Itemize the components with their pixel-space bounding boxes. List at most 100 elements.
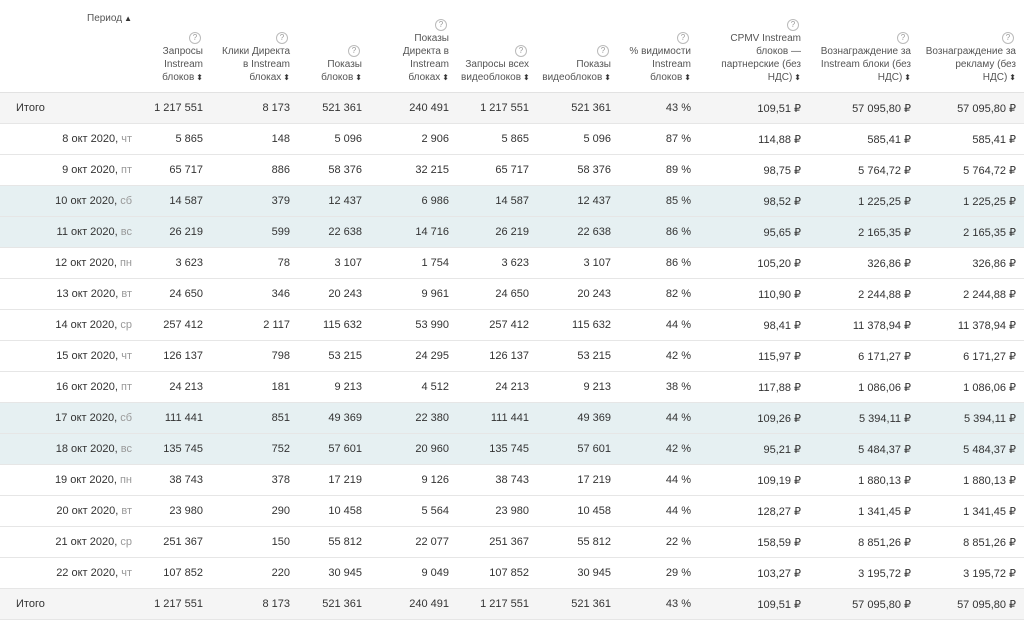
- table-cell: 1 880,13 ₽: [809, 464, 919, 496]
- table-cell: 65 717: [140, 154, 211, 186]
- help-icon[interactable]: ?: [1002, 32, 1014, 44]
- cell-value: 5 096: [583, 133, 611, 145]
- column-header-shows_direct[interactable]: ? Показы Директа в Instream блоках ⬍: [370, 0, 457, 93]
- cell-value: 58 376: [328, 164, 362, 176]
- help-icon[interactable]: ?: [348, 45, 360, 57]
- cell-value: 1 217 551: [480, 598, 529, 610]
- cell-value: 5 394,11: [858, 412, 901, 425]
- cell-value: 111 441: [490, 412, 529, 424]
- table-cell: 2 244,88 ₽: [919, 278, 1024, 310]
- help-icon[interactable]: ?: [435, 19, 447, 31]
- table-cell: 2 906: [370, 123, 457, 155]
- sort-icon[interactable]: ⬍: [1009, 73, 1016, 82]
- cell-value: 95,21: [763, 443, 791, 456]
- column-header-label: Вознаграждение за Instream блоки (без НД…: [820, 46, 911, 83]
- column-header-reward_instream[interactable]: ? Вознаграждение за Instream блоки (без Н…: [809, 0, 919, 93]
- currency-sign: ₽: [794, 567, 801, 580]
- cell-value: 43 %: [665, 598, 691, 610]
- currency-sign: ₽: [1009, 288, 1016, 301]
- sort-icon[interactable]: ⬍: [684, 73, 691, 82]
- help-icon[interactable]: ?: [515, 45, 527, 57]
- header-top-line: ?: [623, 32, 691, 45]
- table-cell: 1 341,45 ₽: [809, 495, 919, 527]
- help-icon[interactable]: ?: [597, 45, 609, 57]
- cell-value: 1 754: [421, 257, 449, 269]
- cell-value: 44 %: [665, 412, 691, 424]
- column-header-label: CPMV Instream блоков — партнерские (без …: [721, 33, 801, 83]
- table-row: 8 окт 2020, чт 5 865 148 5 096 2 906 5 865 5 0…: [0, 123, 1024, 155]
- cell-value: 38 743: [169, 474, 203, 486]
- column-header-cpmv[interactable]: ? CPMV Instream блоков — партнерские (без…: [699, 0, 809, 93]
- weekday: чт: [121, 133, 132, 145]
- column-header-reward_ads[interactable]: ? Вознаграждение за рекламу (без НДС) ⬍: [919, 0, 1024, 93]
- sort-icon[interactable]: ⬍: [794, 73, 801, 82]
- sort-icon[interactable]: ⬍: [442, 73, 449, 82]
- currency-sign: ₽: [794, 505, 801, 518]
- table-cell: 257 412: [457, 309, 537, 341]
- sort-icon[interactable]: ⬍: [355, 73, 362, 82]
- total-cell: 521 361: [537, 92, 619, 124]
- table-cell: 22 %: [619, 526, 699, 558]
- cell-value: 3 107: [334, 257, 362, 269]
- cell-value: 24 213: [169, 381, 203, 393]
- table-cell: 10 458: [298, 495, 370, 527]
- weekday: ср: [120, 536, 132, 548]
- help-icon[interactable]: ?: [787, 19, 799, 31]
- sort-icon[interactable]: ⬍: [196, 73, 203, 82]
- cell-value: 44 %: [665, 505, 691, 517]
- cell-value: 9 213: [334, 381, 362, 393]
- cell-value: 6 171,27: [963, 350, 1006, 363]
- currency-sign: ₽: [1009, 350, 1016, 363]
- cell-value: 1 217 551: [154, 102, 203, 114]
- cell-value: 17 219: [577, 474, 611, 486]
- table-cell: 3 623: [140, 247, 211, 279]
- help-icon[interactable]: ?: [189, 32, 201, 44]
- cell-value: 42 %: [665, 443, 691, 455]
- help-icon[interactable]: ?: [677, 32, 689, 44]
- cell-value: 57 095,80: [957, 598, 1006, 611]
- column-header-clicks[interactable]: ? Клики Директа в Instream блоках ⬍: [211, 0, 298, 93]
- table-cell: 8 851,26 ₽: [809, 526, 919, 558]
- cell-value: 2 117: [263, 319, 290, 331]
- total-label: Итого: [0, 92, 140, 124]
- table-cell: 6 986: [370, 185, 457, 217]
- cell-value: 38 %: [665, 381, 691, 393]
- column-header-visibility[interactable]: ? % видимости Instream блоков ⬍: [619, 0, 699, 93]
- currency-sign: ₽: [1009, 102, 1016, 115]
- sort-icon[interactable]: ⬍: [604, 73, 611, 82]
- cell-value: 49 369: [328, 412, 362, 424]
- column-header-shows[interactable]: ? Показы блоков ⬍: [298, 0, 370, 93]
- column-header-req_all[interactable]: ? Запросы всех видеоблоков ⬍: [457, 0, 537, 93]
- cell-value: Итого: [16, 102, 45, 114]
- sort-asc-icon[interactable]: ▲: [124, 14, 132, 23]
- cell-value: 378: [271, 474, 290, 486]
- cell-value: 521 361: [571, 102, 611, 114]
- weekday: сб: [120, 412, 132, 424]
- table-cell: 111 441: [140, 402, 211, 434]
- table-row: 21 окт 2020, ср 251 367 150 55 812 22 077 251…: [0, 526, 1024, 558]
- currency-sign: ₽: [794, 133, 801, 146]
- table-cell: 65 717: [457, 154, 537, 186]
- table-cell: 378: [211, 464, 298, 496]
- total-label: Итого: [0, 588, 140, 620]
- column-header-req_instream[interactable]: ? Запросы Instream блоков ⬍: [140, 0, 211, 93]
- cell-value: 135 745: [489, 443, 529, 455]
- sort-icon[interactable]: ⬍: [904, 73, 911, 82]
- currency-sign: ₽: [904, 257, 911, 270]
- sort-icon[interactable]: ⬍: [283, 73, 290, 82]
- currency-sign: ₽: [794, 350, 801, 363]
- cell-value: 3 195,72: [858, 567, 901, 580]
- table-cell: 158,59 ₽: [699, 526, 809, 558]
- total-cell: 521 361: [298, 92, 370, 124]
- date-value: 13 окт 2020,: [56, 288, 119, 300]
- table-cell: 98,52 ₽: [699, 185, 809, 217]
- help-icon[interactable]: ?: [276, 32, 288, 44]
- sort-icon[interactable]: ⬍: [523, 73, 530, 82]
- column-header-shows_video[interactable]: ? Показы видеоблоков ⬍: [537, 0, 619, 93]
- table-cell: 109,19 ₽: [699, 464, 809, 496]
- table-cell: 1 225,25 ₽: [809, 185, 919, 217]
- cell-value: 126 137: [163, 350, 203, 362]
- help-icon[interactable]: ?: [897, 32, 909, 44]
- header-top-line: ?: [541, 45, 611, 58]
- column-header-period[interactable]: Период ▲: [0, 0, 140, 93]
